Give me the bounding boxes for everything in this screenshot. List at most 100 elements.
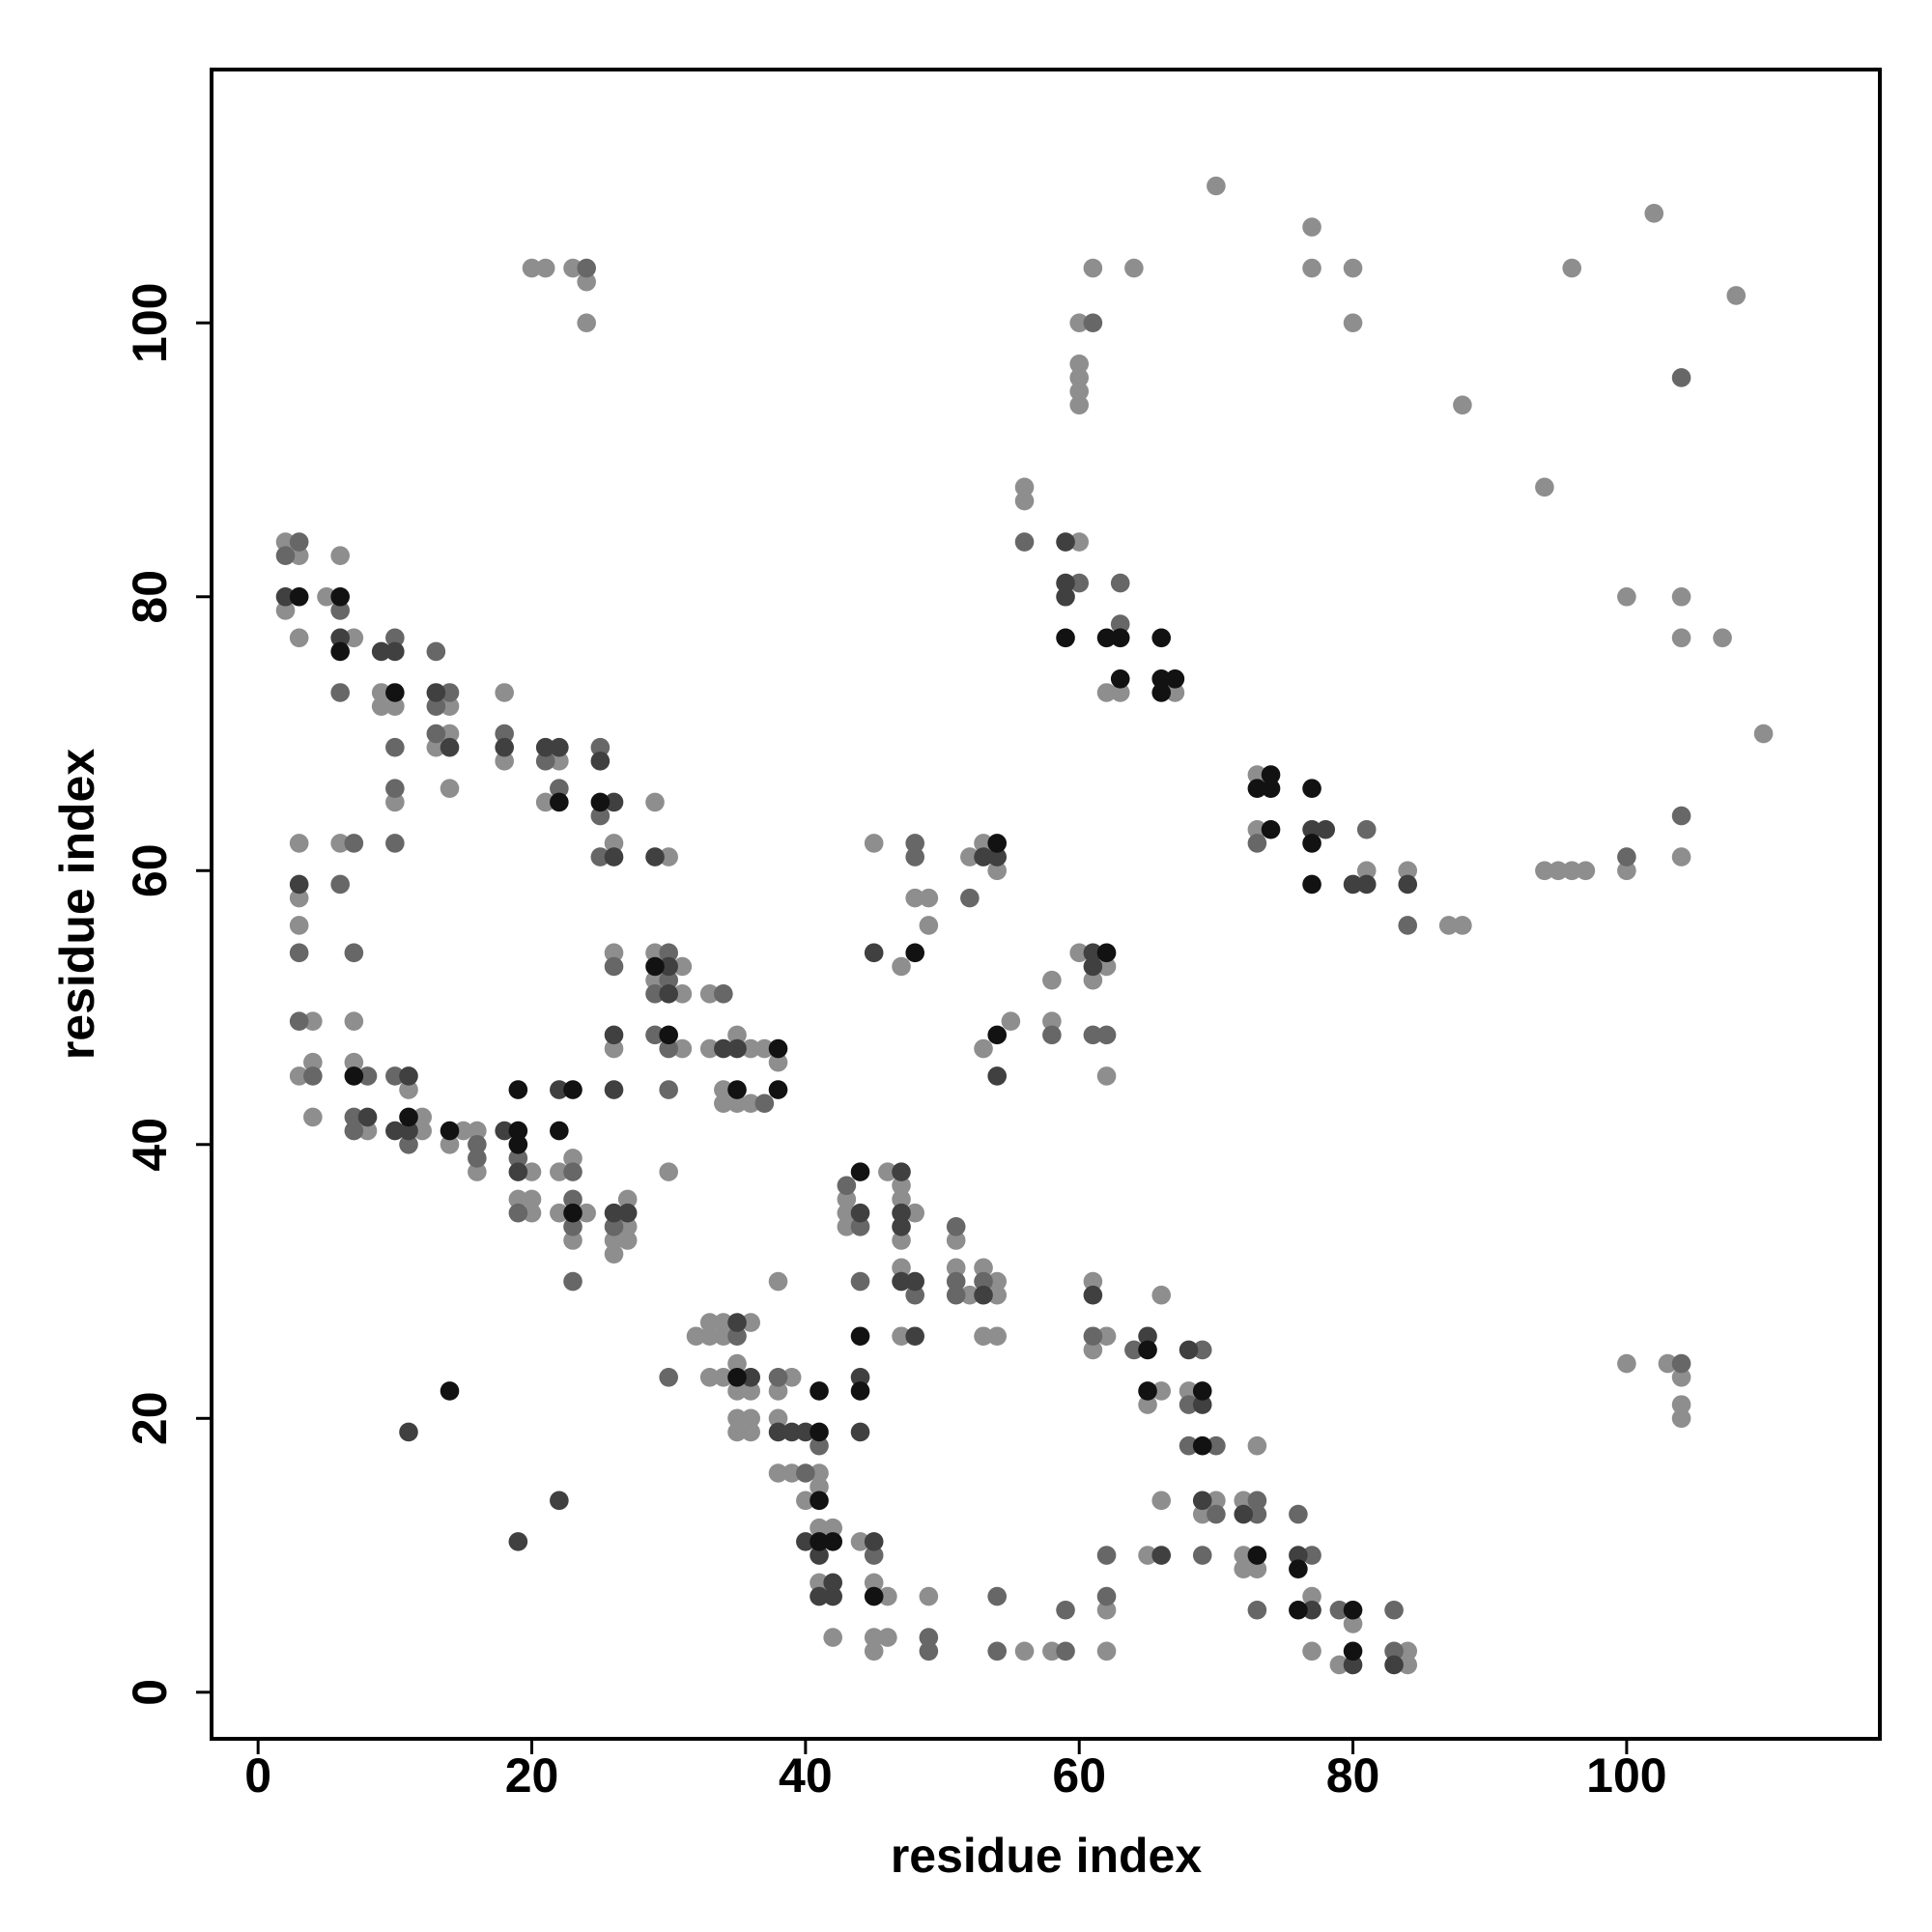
- point: [590, 737, 611, 757]
- y-tick-label: 40: [123, 1118, 177, 1172]
- point: [1261, 765, 1281, 784]
- point: [878, 1586, 897, 1606]
- point: [303, 1011, 323, 1032]
- point: [1014, 477, 1035, 497]
- point: [330, 546, 350, 566]
- point: [810, 1477, 829, 1496]
- point: [399, 1134, 418, 1154]
- point: [357, 1121, 378, 1141]
- point: [699, 984, 720, 1004]
- point: [399, 1080, 418, 1099]
- point: [974, 1326, 993, 1347]
- point: [659, 847, 678, 867]
- point: [1124, 1340, 1144, 1360]
- point: [426, 737, 446, 757]
- point: [919, 888, 939, 908]
- point: [508, 1162, 528, 1181]
- point: [385, 683, 405, 702]
- point: [1617, 586, 1636, 607]
- point: [399, 1121, 418, 1141]
- point: [1110, 614, 1130, 634]
- point: [892, 1217, 911, 1236]
- point: [1302, 834, 1321, 853]
- point: [1151, 1381, 1172, 1401]
- point: [275, 586, 296, 607]
- point: [1535, 861, 1554, 881]
- point: [974, 834, 993, 853]
- point: [823, 1518, 842, 1538]
- point: [1548, 861, 1568, 881]
- point: [850, 1271, 870, 1292]
- point: [550, 1491, 569, 1511]
- y-tick-label: 20: [123, 1391, 177, 1445]
- point: [864, 1628, 884, 1647]
- point: [495, 752, 514, 771]
- point: [1384, 1641, 1404, 1662]
- point: [741, 1094, 760, 1114]
- point: [344, 1066, 364, 1086]
- point: [645, 956, 665, 977]
- point: [1562, 258, 1582, 278]
- point: [1207, 1435, 1226, 1456]
- y-tick-label: 100: [123, 283, 177, 363]
- point: [727, 1353, 747, 1374]
- point: [535, 792, 555, 812]
- point: [535, 752, 555, 771]
- point: [508, 1149, 528, 1168]
- point: [303, 1052, 323, 1072]
- point: [1398, 1641, 1418, 1662]
- point: [768, 1381, 788, 1401]
- point: [672, 956, 693, 977]
- point: [1192, 1340, 1212, 1360]
- point: [905, 888, 925, 908]
- point: [550, 737, 569, 757]
- point: [1343, 1614, 1363, 1634]
- point: [550, 792, 569, 812]
- point: [974, 1258, 993, 1278]
- point: [1384, 1600, 1404, 1620]
- point: [1207, 176, 1226, 196]
- point: [1343, 1641, 1363, 1662]
- point: [741, 1381, 760, 1401]
- point: [289, 916, 309, 935]
- point: [275, 532, 296, 552]
- point: [714, 1326, 733, 1347]
- point: [1302, 258, 1321, 278]
- point: [1671, 806, 1691, 826]
- point: [974, 1038, 993, 1059]
- point: [1329, 1655, 1350, 1675]
- y-tick-label: 60: [123, 843, 177, 897]
- point: [727, 1038, 747, 1059]
- point: [905, 834, 925, 853]
- point: [357, 1066, 378, 1086]
- point: [905, 1203, 925, 1223]
- point: [1138, 1326, 1157, 1347]
- point: [1069, 382, 1090, 401]
- point: [604, 847, 624, 867]
- point: [1083, 1271, 1103, 1292]
- point: [823, 1532, 842, 1551]
- point: [1083, 1340, 1103, 1360]
- point: [768, 1463, 788, 1483]
- point: [768, 1052, 788, 1072]
- point: [522, 1203, 542, 1223]
- point: [399, 1107, 418, 1127]
- point: [1343, 1600, 1363, 1620]
- point: [1343, 313, 1363, 333]
- point: [1671, 1353, 1691, 1374]
- x-tick-label: 60: [1052, 1748, 1106, 1803]
- point: [440, 1121, 460, 1141]
- point: [1056, 1641, 1075, 1662]
- point: [550, 1162, 569, 1181]
- point: [604, 943, 624, 963]
- point: [1658, 1353, 1678, 1374]
- point: [1289, 1546, 1308, 1565]
- point: [781, 1367, 802, 1387]
- point: [453, 1121, 473, 1141]
- point: [440, 683, 460, 702]
- point: [892, 1271, 911, 1292]
- point: [344, 628, 364, 648]
- point: [878, 1628, 897, 1647]
- point: [714, 1080, 733, 1099]
- point: [508, 1189, 528, 1209]
